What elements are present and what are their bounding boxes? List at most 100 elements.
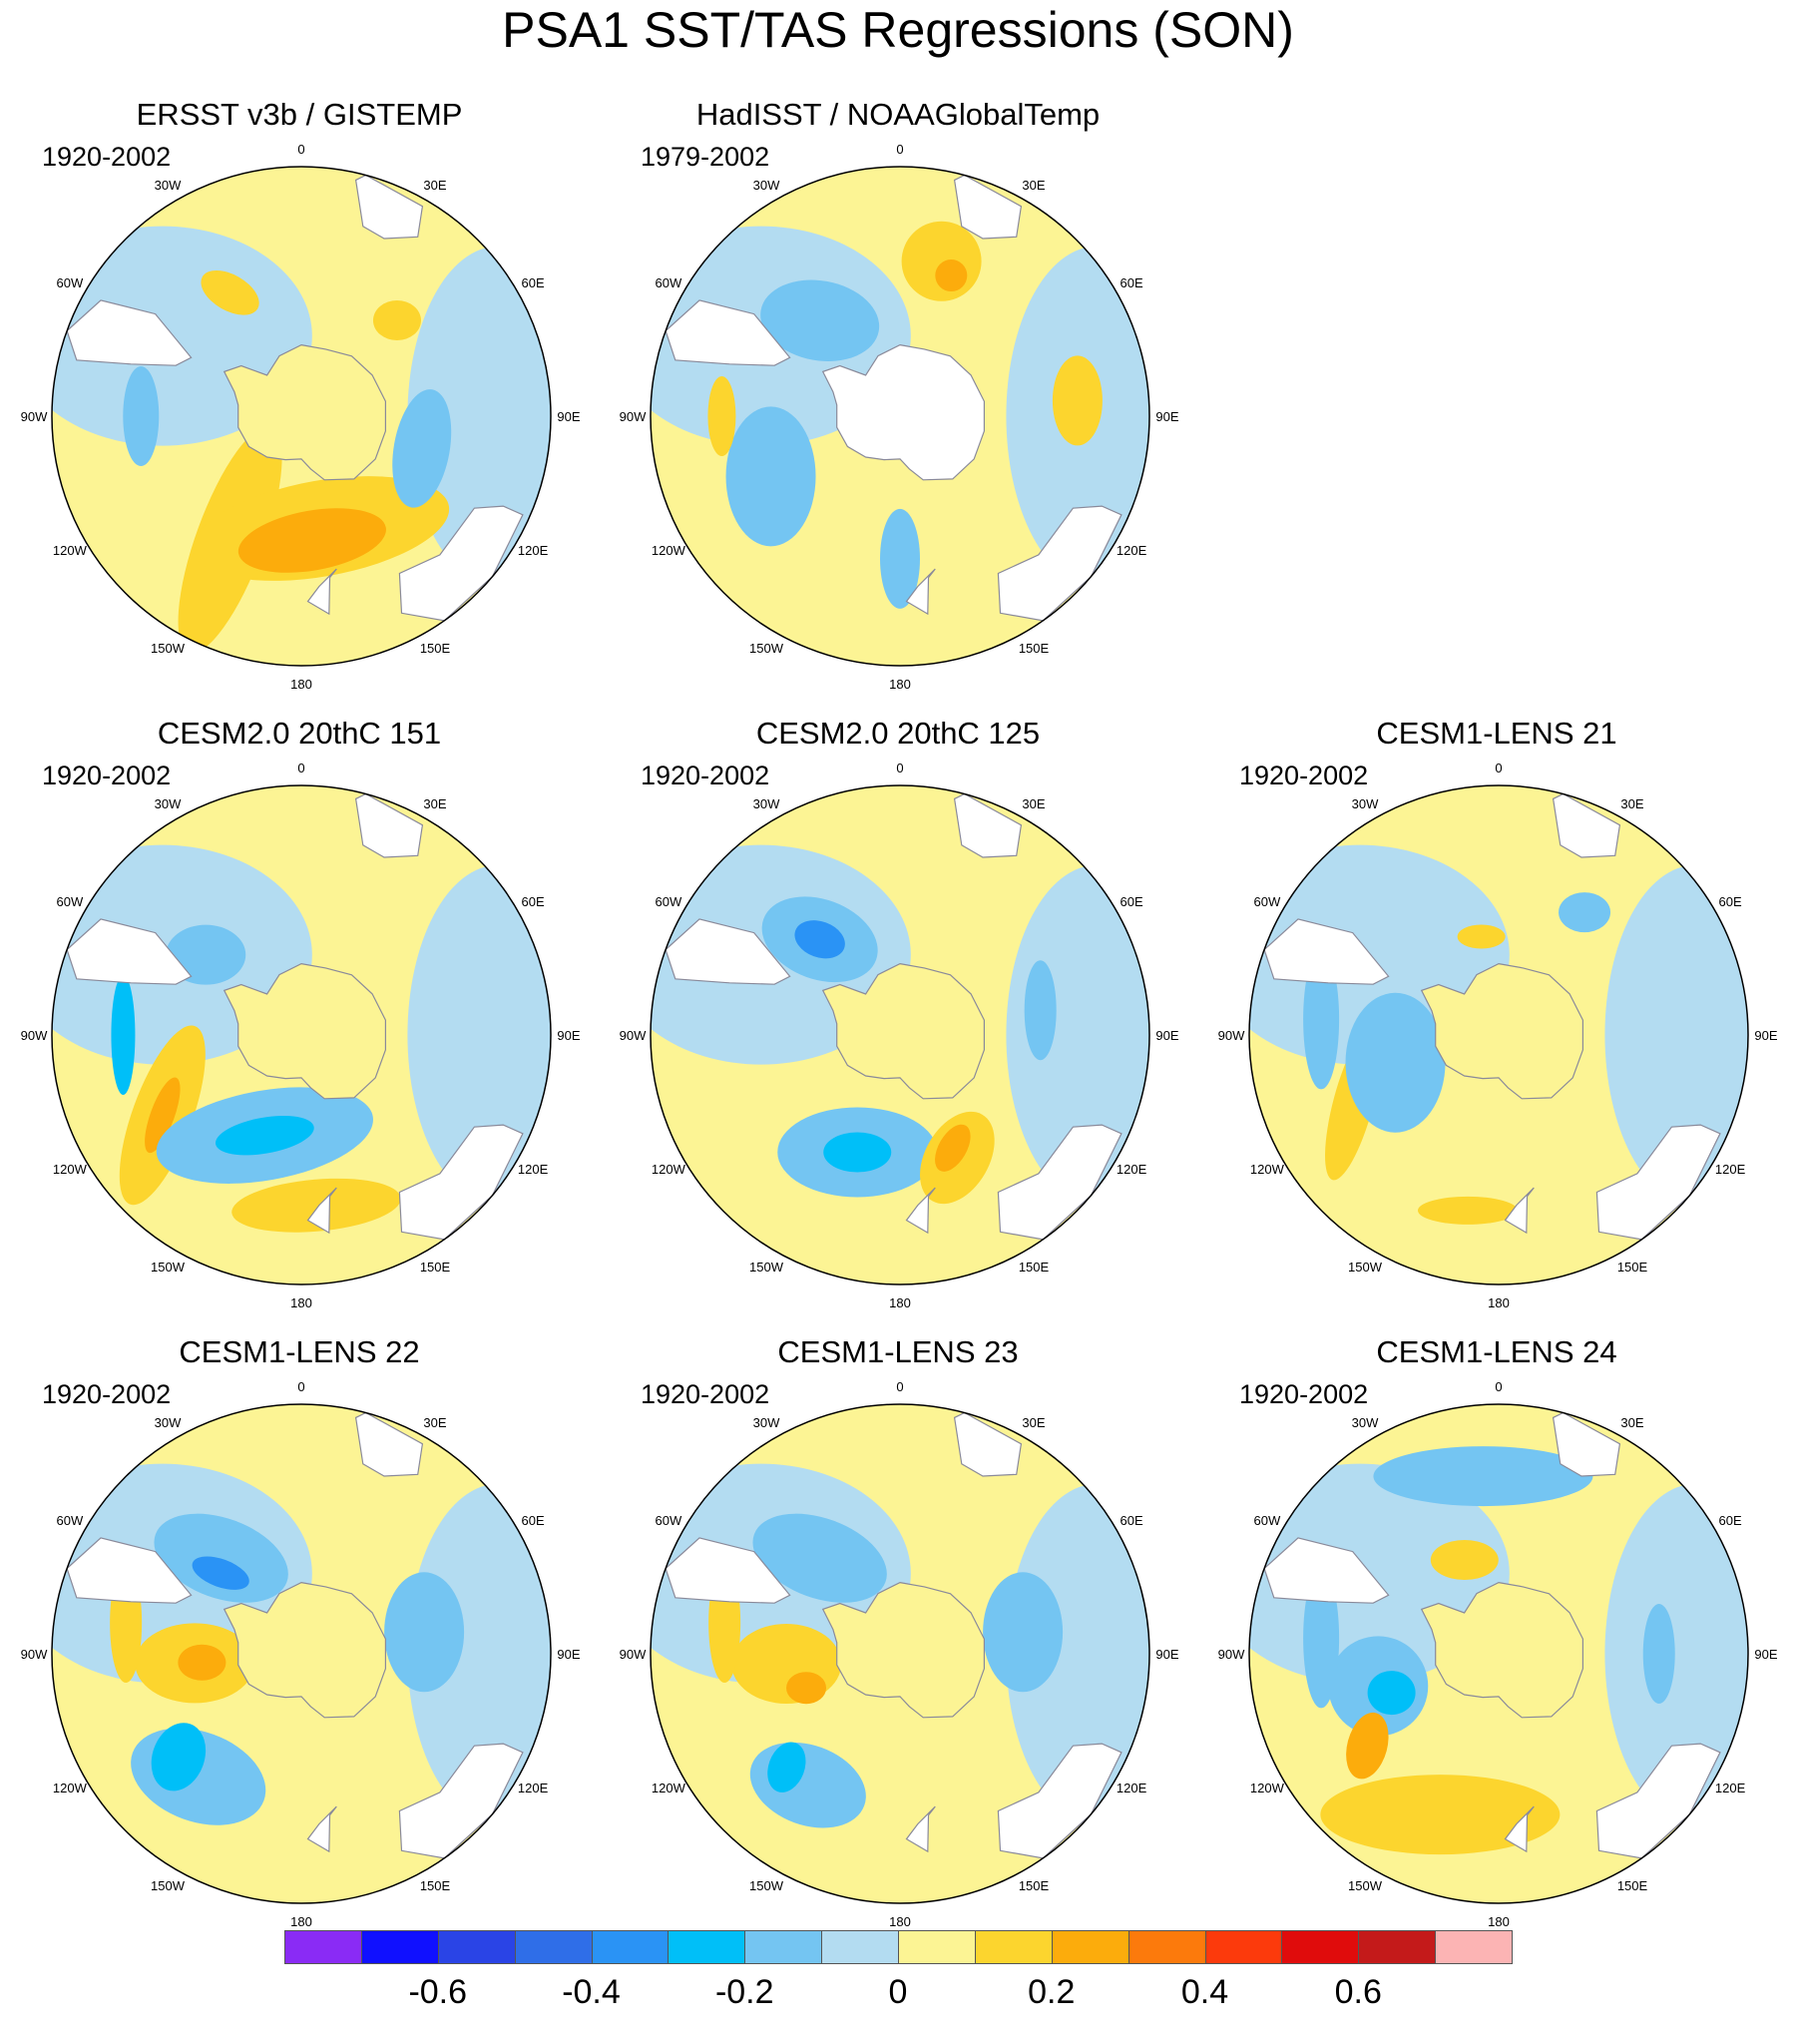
longitude-label: 120W [652, 1162, 686, 1177]
colorbar-label: 0 [888, 1973, 908, 2011]
longitude-label: 90E [1155, 409, 1178, 424]
longitude-label: 30W [1352, 1415, 1379, 1430]
longitude-label: 60E [522, 1513, 545, 1528]
longitude-label: 150E [1617, 1878, 1648, 1893]
longitude-label: 150E [420, 1878, 451, 1893]
colorbar-swatch [1127, 1930, 1206, 1964]
colorbar-swatch [591, 1930, 670, 1964]
longitude-label: 120E [1117, 1781, 1147, 1795]
anomaly-region [767, 1742, 806, 1792]
colorbar-swatch [898, 1930, 976, 1964]
anomaly-region [151, 1723, 207, 1791]
longitude-label: 30W [1352, 796, 1379, 811]
panel-period: 1920-2002 [1239, 761, 1369, 790]
anomaly-region [880, 508, 920, 609]
map-boundary [650, 1403, 1150, 1904]
longitude-label: 30W [753, 1415, 780, 1430]
longitude-label: 60W [57, 894, 84, 909]
longitude-label: 0 [297, 1379, 304, 1394]
longitude-label: 180 [1488, 1295, 1510, 1310]
colorbar-swatch [974, 1930, 1053, 1964]
map-panel: 0 30E 60E 90E 120E 150E 180 150W 120W 90W 60W 30W Ha… [599, 95, 1197, 714]
anomaly-region [1303, 1568, 1340, 1709]
colorbar-swatch [1204, 1930, 1283, 1964]
longitude-label: 90W [21, 409, 48, 424]
longitude-label: 180 [889, 1295, 911, 1310]
polar-map: 0 30E 60E 90E 120E 150E 180 150W 120W 90W 60W 30W [620, 761, 1179, 1310]
colorbar-label: 0.4 [1180, 1973, 1229, 2011]
anomaly-region [1303, 949, 1340, 1090]
antarctica-coastline [223, 962, 386, 1100]
longitude-label: 60W [57, 275, 84, 290]
africa-coastline [953, 174, 1023, 240]
anomaly-region [725, 406, 816, 547]
anomaly-region [794, 920, 845, 959]
panel-title: CESM1-LENS 22 [179, 1334, 420, 1369]
longitude-label: 0 [1495, 1379, 1502, 1394]
panel-period: 1920-2002 [1239, 1379, 1369, 1409]
new-zealand-coastline [905, 1805, 936, 1853]
panel-title: CESM1-LENS 23 [777, 1334, 1019, 1369]
australia-coastline [1595, 1124, 1721, 1241]
new-zealand-coastline [306, 1187, 337, 1235]
longitude-label: 30E [1620, 1415, 1643, 1430]
anomaly-region [1052, 355, 1103, 446]
longitude-label: 60E [1121, 1513, 1143, 1528]
longitude-label: 30E [1022, 796, 1045, 811]
map-boundary [1248, 784, 1749, 1285]
anomaly-region [1417, 1196, 1518, 1225]
polar-map: 0 30E 60E 90E 120E 150E 180 150W 120W 90W 60W 30W [620, 142, 1179, 692]
map-panel: 0 30E 60E 90E 120E 150E 180 150W 120W 90W 60W 30W CE… [1197, 1332, 1796, 1951]
longitude-label: 180 [290, 1914, 312, 1929]
anomaly-region [1024, 960, 1057, 1061]
polar-map: 0 30E 60E 90E 120E 150E 180 150W 120W 90W 60W 30W [620, 1379, 1179, 1929]
south-america-coastline [1263, 1537, 1390, 1604]
longitude-label: 150W [749, 1260, 784, 1275]
south-america-coastline [665, 1537, 791, 1604]
anomaly-region [752, 1513, 887, 1603]
panel-period: 1920-2002 [641, 761, 770, 790]
colorbar: -0.6 -0.4 -0.2 0 0.2 0.4 0.6 [284, 1930, 1513, 2040]
new-zealand-coastline [306, 568, 337, 616]
anomaly-region [384, 1572, 465, 1693]
colorbar-swatch [1358, 1930, 1437, 1964]
map-boundary [51, 1403, 552, 1904]
anomaly-region [786, 1672, 827, 1705]
longitude-label: 150E [1019, 1878, 1050, 1893]
longitude-label: 150W [151, 641, 186, 656]
longitude-label: 150W [1348, 1878, 1383, 1893]
longitude-label: 60E [522, 275, 545, 290]
longitude-label: 120W [652, 1781, 686, 1795]
longitude-label: 150W [749, 641, 784, 656]
longitude-label: 30W [753, 796, 780, 811]
colorbar-swatch [284, 1930, 362, 1964]
longitude-label: 0 [297, 142, 304, 157]
anomaly-region [1642, 1604, 1675, 1704]
longitude-label: 90W [1218, 1028, 1245, 1043]
anomaly-region [201, 269, 259, 315]
longitude-label: 180 [290, 677, 312, 692]
longitude-label: 150E [420, 1260, 451, 1275]
longitude-label: 60E [1719, 894, 1742, 909]
australia-coastline [1595, 1743, 1721, 1859]
anomaly-region [1346, 1712, 1389, 1780]
new-zealand-coastline [1504, 1187, 1535, 1235]
antarctica-coastline [1420, 962, 1583, 1100]
map-panel: 0 30E 60E 90E 120E 150E 180 150W 120W 90W 60W 30W ER… [0, 95, 599, 714]
longitude-label: 150E [1019, 1260, 1050, 1275]
longitude-label: 30E [1022, 178, 1045, 193]
polar-map: 0 30E 60E 90E 120E 150E 180 150W 120W 90W 60W 30W [1218, 761, 1778, 1310]
longitude-label: 150W [151, 1260, 186, 1275]
antarctica-coastline [821, 1581, 985, 1719]
colorbar-swatch [668, 1930, 746, 1964]
colorbar-swatch [514, 1930, 593, 1964]
map-panel: 0 30E 60E 90E 120E 150E 180 150W 120W 90W 60W 30W CE… [0, 1332, 599, 1951]
longitude-label: 60W [656, 894, 682, 909]
antarctica-coastline [223, 1581, 386, 1719]
anomaly-region [983, 1572, 1064, 1693]
figure-title: PSA1 SST/TAS Regressions (SON) [502, 2, 1294, 58]
longitude-label: 150W [151, 1878, 186, 1893]
antarctica-coastline [1420, 1581, 1583, 1719]
anomaly-region [760, 279, 880, 361]
longitude-label: 60W [1254, 1513, 1281, 1528]
